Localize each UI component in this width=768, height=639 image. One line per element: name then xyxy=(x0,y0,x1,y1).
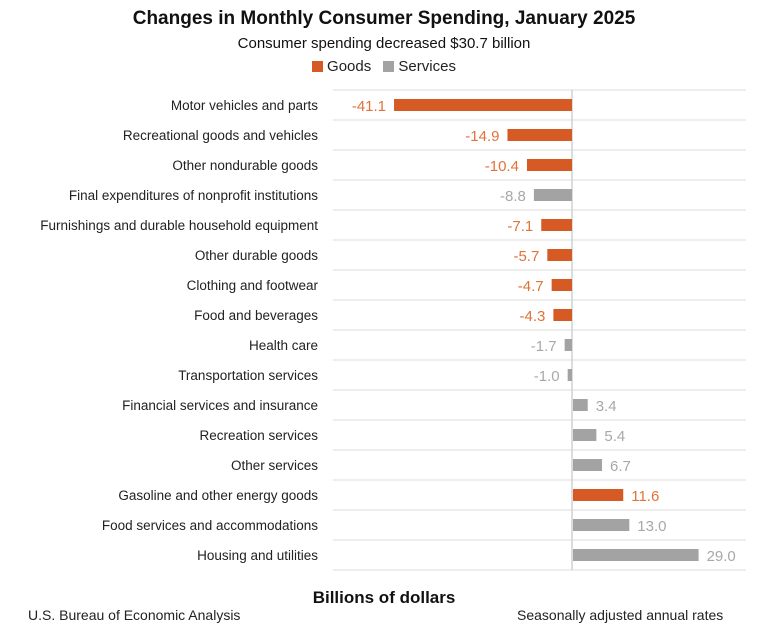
data-label: -10.4 xyxy=(485,158,519,175)
category-label: Transportation services xyxy=(178,368,318,383)
category-label: Food and beverages xyxy=(194,308,318,323)
data-label: -41.1 xyxy=(352,98,386,115)
source-note: U.S. Bureau of Economic Analysis xyxy=(28,607,241,623)
bar xyxy=(573,459,603,471)
legend-swatch-services xyxy=(383,61,395,72)
bar xyxy=(541,219,572,231)
bar xyxy=(507,129,572,141)
data-label: 11.6 xyxy=(631,488,659,505)
legend-label-services: Services xyxy=(398,58,456,75)
data-label: 5.4 xyxy=(604,428,625,445)
category-label: Other nondurable goods xyxy=(172,158,318,173)
chart-subtitle: Consumer spending decreased $30.7 billio… xyxy=(237,35,531,52)
rates-note: Seasonally adjusted annual rates xyxy=(517,607,724,623)
data-label: 29.0 xyxy=(707,548,736,565)
category-label: Gasoline and other energy goods xyxy=(118,488,318,503)
data-label: -8.8 xyxy=(500,188,526,205)
x-axis-label: Billions of dollars xyxy=(312,588,456,607)
data-label: -1.0 xyxy=(534,368,560,385)
data-label: 6.7 xyxy=(610,458,631,475)
bar xyxy=(547,249,572,261)
bar xyxy=(573,549,699,561)
data-label: 3.4 xyxy=(596,398,617,415)
category-label: Furnishings and durable household equipm… xyxy=(40,218,318,233)
data-label: -7.1 xyxy=(507,218,533,235)
bar xyxy=(567,369,572,381)
category-label: Clothing and footwear xyxy=(187,278,319,293)
data-label: 13.0 xyxy=(637,518,666,535)
category-label: Final expenditures of nonprofit institut… xyxy=(69,188,318,203)
category-label: Housing and utilities xyxy=(197,548,318,563)
bar xyxy=(564,339,572,351)
category-label: Health care xyxy=(249,338,318,353)
bar xyxy=(526,159,572,171)
bar xyxy=(553,309,572,321)
category-label: Financial services and insurance xyxy=(122,398,318,413)
bar xyxy=(394,99,572,111)
legend: Goods Services xyxy=(0,58,768,75)
category-label: Recreational goods and vehicles xyxy=(123,128,318,143)
bar xyxy=(573,489,624,501)
legend-item-services: Services xyxy=(383,58,456,75)
legend-label-goods: Goods xyxy=(327,58,372,75)
data-label: -4.7 xyxy=(518,278,544,295)
bar xyxy=(573,519,630,531)
category-label: Other services xyxy=(231,458,318,473)
data-label: -14.9 xyxy=(465,128,499,145)
chart-title: Changes in Monthly Consumer Spending, Ja… xyxy=(132,8,636,29)
category-label: Other durable goods xyxy=(195,248,318,263)
legend-swatch-goods xyxy=(312,61,324,72)
data-label: -4.3 xyxy=(520,308,546,325)
bar xyxy=(573,399,588,411)
bar xyxy=(551,279,572,291)
category-label: Food services and accommodations xyxy=(102,518,318,533)
legend-item-goods: Goods xyxy=(312,58,371,75)
bar xyxy=(573,429,597,441)
bar xyxy=(533,189,572,201)
category-label: Motor vehicles and parts xyxy=(171,98,318,113)
category-label: Recreation services xyxy=(199,428,318,443)
data-label: -5.7 xyxy=(513,248,539,265)
data-label: -1.7 xyxy=(531,338,557,355)
